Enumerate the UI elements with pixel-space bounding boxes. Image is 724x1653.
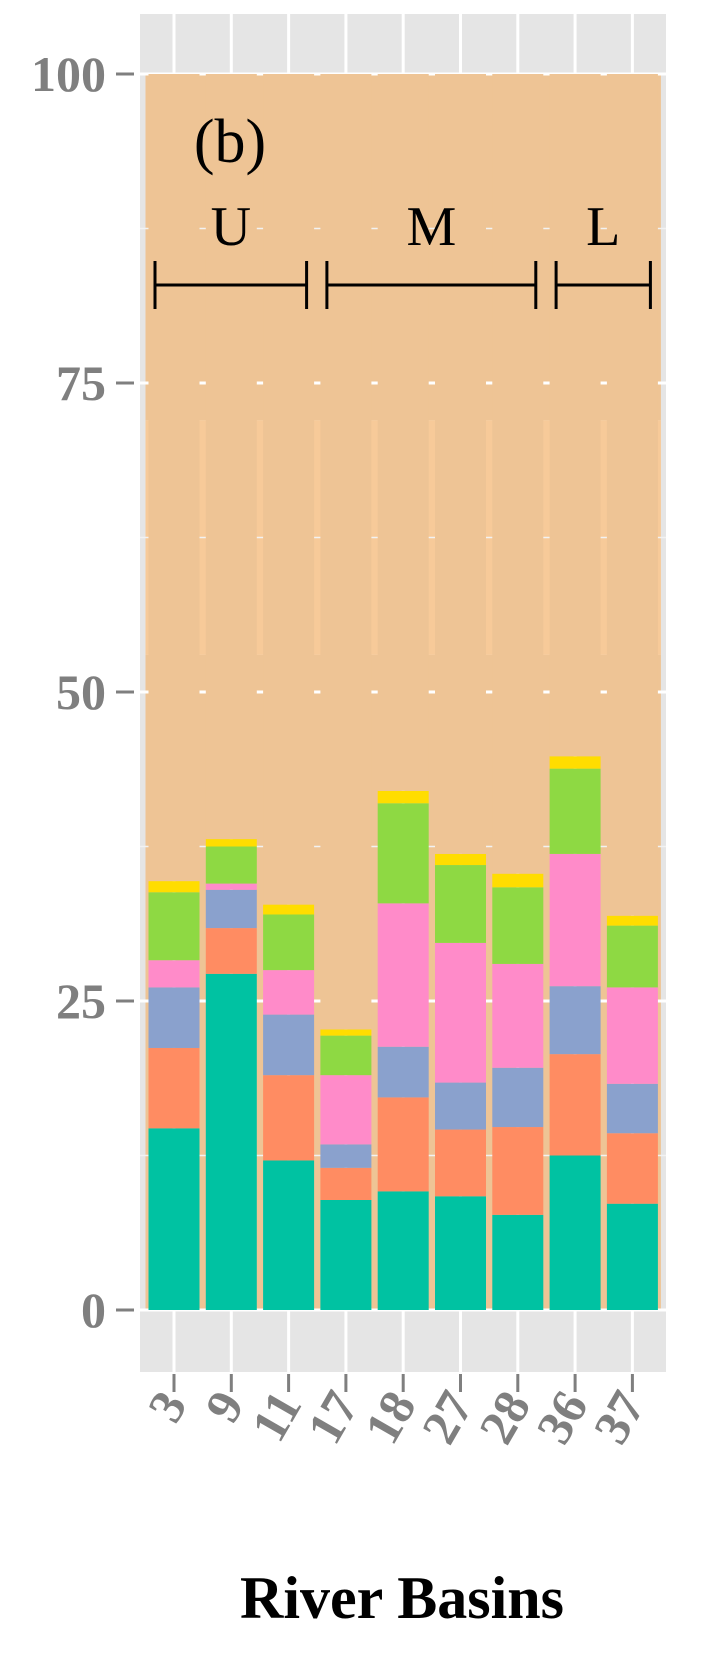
group-label: M (406, 196, 456, 258)
bar-segment (263, 904, 315, 915)
bar-segment (205, 889, 257, 929)
bar-segment (263, 914, 315, 971)
y-tick-label: 75 (56, 355, 106, 411)
group-label: U (211, 196, 251, 258)
bar-segment (606, 1133, 658, 1204)
bar-segment (549, 756, 601, 769)
bar-segment (148, 74, 200, 882)
panel-label: (b) (194, 108, 266, 176)
group-annotations: (b) U M L (153, 108, 652, 309)
bar-segment (435, 853, 486, 866)
bar-segment (263, 1075, 315, 1161)
bar-segment (377, 903, 429, 1047)
bar-segment (205, 839, 257, 847)
bar-segment (377, 790, 429, 804)
bar-segment (205, 928, 257, 974)
bar-segment (435, 1082, 486, 1130)
bar-segment (320, 1075, 372, 1145)
bar-segment (320, 1167, 372, 1200)
bar-segment (435, 942, 486, 1083)
bar-segment (320, 1144, 372, 1168)
bar-segment (377, 1046, 429, 1098)
bar-segment (205, 846, 257, 884)
group-bracket-L: L (554, 196, 652, 309)
bar-segment (320, 1199, 372, 1310)
bar-segment (377, 1191, 429, 1310)
y-tick-label: 0 (81, 1282, 106, 1338)
bar-segment (377, 803, 429, 904)
bar-segment (435, 1129, 486, 1197)
bar-segment (606, 1083, 658, 1134)
bar-stack-3 (148, 74, 200, 1310)
group-bracket-U: U (153, 196, 309, 309)
bar-segment (549, 1155, 601, 1310)
bar-segment (435, 74, 486, 854)
bar-segment (606, 74, 658, 916)
bar-segment (549, 1054, 601, 1156)
x-tick-label: 3 (137, 1382, 198, 1432)
bar-stack-27 (435, 74, 486, 1310)
x-tick-label: 37 (582, 1382, 655, 1453)
bar-segment (606, 925, 658, 988)
y-tick-label: 50 (56, 664, 106, 720)
bar-segment (492, 74, 544, 874)
bar-segment (205, 973, 257, 1310)
bar-segment (320, 1029, 372, 1036)
bar-segment (148, 960, 200, 988)
bar-segment (492, 1067, 544, 1128)
group-bracket-M: M (325, 196, 538, 309)
bar-stack-18 (377, 74, 429, 1310)
bar-stack-36 (549, 74, 601, 1310)
bar-stack-37 (606, 74, 658, 1310)
bar-segment (606, 987, 658, 1084)
bar-segment (320, 1035, 372, 1076)
bars (148, 74, 658, 1310)
x-axis-title: River Basins (240, 1565, 564, 1631)
bar-stack-11 (263, 74, 315, 1310)
bar-stack-17 (320, 74, 372, 1310)
bar-segment (606, 915, 658, 926)
bar-stack-9 (205, 74, 257, 1310)
bar-segment (492, 873, 544, 888)
bar-segment (492, 1214, 544, 1310)
bar-segment (492, 887, 544, 964)
bar-segment (320, 74, 372, 1030)
bar-segment (205, 883, 257, 890)
bar-segment (377, 1097, 429, 1192)
y-axis: 0 25 50 75 100 (31, 46, 134, 1338)
bar-segment (148, 881, 200, 893)
bar-segment (606, 1203, 658, 1310)
bar-segment (549, 986, 601, 1055)
bar-segment (549, 74, 601, 757)
bar-segment (435, 865, 486, 943)
bar-segment (148, 892, 200, 961)
bar-segment (492, 963, 544, 1068)
group-label: L (586, 196, 620, 258)
y-tick-label: 25 (56, 973, 106, 1029)
bar-segment (263, 1014, 315, 1076)
bar-segment (435, 1196, 486, 1310)
bar-stack-28 (492, 74, 544, 1310)
bar-segment (148, 987, 200, 1048)
bar-segment (492, 1127, 544, 1215)
bar-segment (148, 1047, 200, 1129)
bar-segment (205, 74, 257, 840)
bar-segment (148, 1128, 200, 1310)
bar-segment (263, 74, 315, 905)
bar-segment (549, 768, 601, 854)
bar-segment (377, 74, 429, 791)
y-tick-label: 100 (31, 46, 106, 102)
bar-segment (263, 970, 315, 1015)
bar-segment (263, 1160, 315, 1310)
bar-segment (549, 853, 601, 987)
